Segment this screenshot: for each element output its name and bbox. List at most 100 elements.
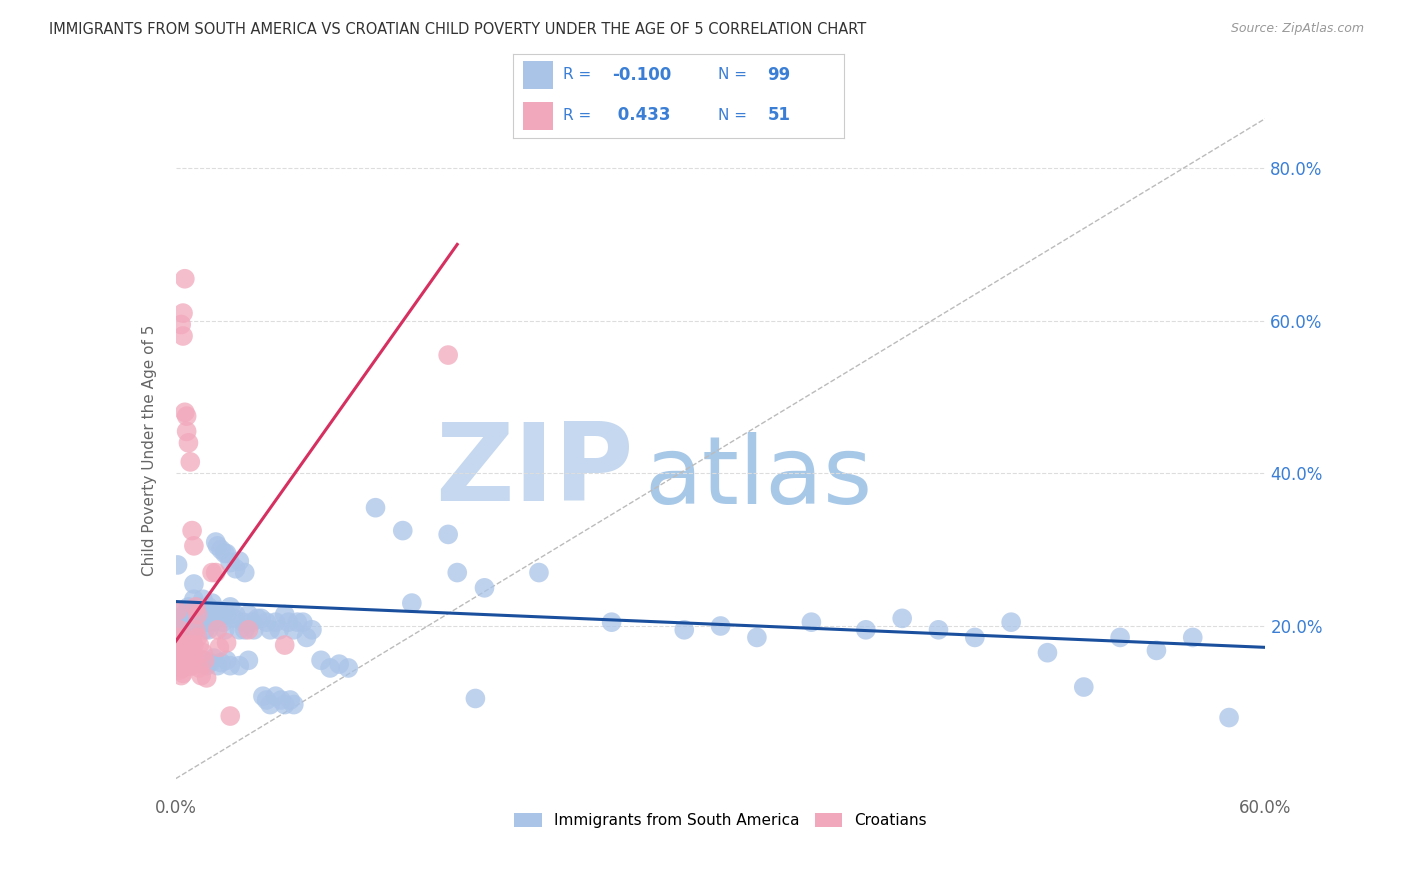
Point (176, 638, 198, 652)
Point (172, 666, 194, 681)
Point (295, 631, 318, 645)
Point (200, 615, 222, 630)
Point (673, 623, 696, 637)
Point (191, 592, 214, 607)
Point (201, 566, 224, 580)
Point (172, 646, 194, 660)
Point (228, 658, 250, 673)
Point (250, 611, 273, 625)
Point (176, 425, 198, 439)
Point (195, 615, 218, 630)
Point (1181, 631, 1204, 645)
Point (173, 405, 195, 419)
Point (183, 651, 205, 665)
Point (274, 607, 297, 622)
Point (170, 668, 193, 682)
Point (233, 623, 256, 637)
Point (301, 623, 323, 637)
Point (201, 607, 224, 622)
Point (188, 661, 211, 675)
Point (287, 615, 309, 630)
Point (364, 500, 387, 515)
Point (1073, 680, 1095, 694)
Point (186, 631, 209, 645)
Point (179, 626, 201, 640)
Point (401, 596, 423, 610)
Point (184, 623, 207, 637)
Point (270, 693, 292, 707)
Text: R =: R = (562, 108, 596, 123)
Point (207, 658, 229, 673)
Point (256, 693, 278, 707)
Point (204, 566, 226, 580)
Point (183, 539, 205, 553)
Point (177, 638, 200, 652)
Point (179, 611, 201, 625)
Text: N =: N = (718, 67, 752, 82)
Text: R =: R = (562, 67, 596, 82)
Point (214, 623, 236, 637)
Point (209, 656, 232, 670)
Point (195, 671, 218, 685)
Point (166, 648, 188, 662)
Point (170, 661, 193, 675)
Point (437, 527, 460, 541)
Point (170, 318, 193, 332)
Point (215, 636, 238, 650)
Point (228, 623, 250, 637)
Point (173, 658, 195, 673)
Point (240, 615, 263, 630)
Point (177, 653, 200, 667)
Point (391, 524, 413, 538)
Point (172, 329, 194, 343)
Point (246, 611, 269, 625)
Point (194, 623, 217, 637)
Point (963, 631, 986, 645)
Point (225, 562, 247, 576)
Text: atlas: atlas (644, 432, 873, 524)
FancyBboxPatch shape (523, 62, 553, 89)
Point (243, 623, 266, 637)
Point (238, 607, 260, 622)
Point (176, 615, 198, 630)
Point (190, 615, 212, 630)
Point (264, 615, 287, 630)
Point (170, 623, 193, 637)
Point (464, 691, 486, 706)
Point (181, 658, 204, 673)
Point (283, 698, 305, 712)
Point (179, 658, 201, 673)
Point (176, 634, 198, 648)
Point (169, 623, 191, 637)
Point (1036, 646, 1059, 660)
Point (256, 615, 278, 630)
Point (186, 615, 209, 630)
Point (177, 435, 200, 450)
Point (197, 599, 219, 614)
Point (173, 638, 195, 652)
Point (283, 623, 305, 637)
Point (264, 689, 287, 703)
Point (179, 455, 201, 469)
Point (222, 611, 245, 625)
Point (181, 524, 204, 538)
Point (928, 623, 950, 637)
Point (191, 653, 214, 667)
Point (208, 640, 231, 655)
Point (169, 638, 191, 652)
Point (274, 638, 297, 652)
Point (891, 611, 914, 625)
Point (745, 631, 768, 645)
Point (194, 607, 217, 622)
Point (184, 623, 207, 637)
Point (1146, 643, 1168, 657)
Point (179, 638, 201, 652)
Point (1218, 710, 1240, 724)
Point (172, 306, 194, 320)
Text: ZIP: ZIP (434, 418, 633, 524)
Point (184, 607, 207, 622)
Point (228, 554, 250, 568)
Point (1109, 631, 1132, 645)
Point (166, 631, 188, 645)
FancyBboxPatch shape (523, 102, 553, 130)
